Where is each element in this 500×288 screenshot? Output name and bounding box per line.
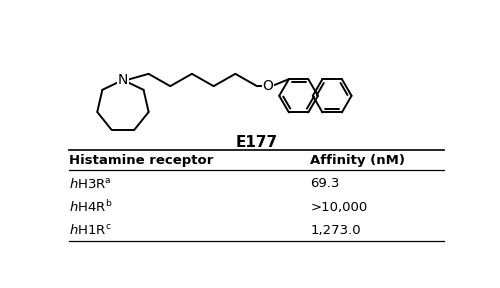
Text: $\it{h}$H1R$^{\mathrm{c}}$: $\it{h}$H1R$^{\mathrm{c}}$	[70, 223, 112, 237]
Text: N: N	[118, 73, 128, 87]
Text: Histamine receptor: Histamine receptor	[70, 154, 214, 167]
Text: E177: E177	[235, 135, 278, 150]
Text: 1,273.0: 1,273.0	[310, 224, 361, 237]
Text: Affinity (nM): Affinity (nM)	[310, 154, 406, 167]
Text: $\it{h}$H3R$^{\mathrm{a}}$: $\it{h}$H3R$^{\mathrm{a}}$	[70, 177, 112, 191]
Text: $\it{h}$H4R$^{\mathrm{b}}$: $\it{h}$H4R$^{\mathrm{b}}$	[70, 199, 113, 215]
Text: >10,000: >10,000	[310, 200, 368, 213]
Text: O: O	[262, 79, 274, 93]
Text: 69.3: 69.3	[310, 177, 340, 190]
